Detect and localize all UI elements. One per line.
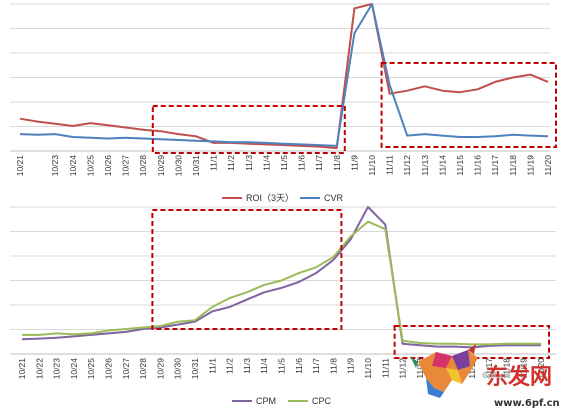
x-tick-label: 11/9 bbox=[349, 155, 359, 171]
x-tick-label: 11/2 bbox=[226, 155, 236, 171]
site-watermark-logo: 东发网 www.6pf.cn 6pf.cn bbox=[410, 344, 560, 409]
x-tick-label: 11/6 bbox=[294, 358, 304, 374]
x-tick-label: 11/3 bbox=[244, 155, 254, 171]
x-tick-label: 11/13 bbox=[420, 155, 430, 176]
x-tick-label: 11/18 bbox=[508, 155, 518, 176]
x-tick-label: 10/28 bbox=[138, 358, 148, 380]
x-tick-label: 11/12 bbox=[402, 155, 412, 176]
cpm-cpc-chart: 10/21 10/22 10/23 10/24 10/25 10/26 10/27 10/28… bbox=[10, 206, 556, 406]
chart1-series-lines bbox=[19, 3, 549, 150]
x-tick-label: 11/18 bbox=[501, 358, 511, 379]
x-tick-label: 11/11 bbox=[385, 155, 395, 175]
x-tick-label: 10/28 bbox=[138, 155, 148, 177]
x-tick-label: 10/30 bbox=[173, 358, 183, 380]
x-tick-label: 11/1 bbox=[209, 155, 219, 171]
x-tick-label: 11/15 bbox=[455, 155, 465, 176]
x-tick-label: 10/24 bbox=[69, 358, 79, 380]
roi-cvr-chart: 10/21 10/23 10/24 10/25 10/26 10/27 10/28 10/29… bbox=[10, 3, 557, 203]
x-tick-label: 11/9 bbox=[346, 358, 356, 374]
chart2-highlight-boxes bbox=[151, 209, 550, 359]
x-tick-label: 11/5 bbox=[277, 358, 287, 374]
x-tick-label: 10/22 bbox=[34, 358, 44, 380]
chart1-gridlines bbox=[10, 3, 550, 152]
highlight-box bbox=[151, 105, 346, 154]
legend-label-cpc: CPC bbox=[312, 396, 332, 406]
x-tick-label: 11/2 bbox=[225, 358, 235, 374]
x-tick-label: 10/26 bbox=[104, 358, 114, 380]
legend-label-roi: ROI（3天） bbox=[246, 193, 294, 203]
x-tick-label: 11/10 bbox=[367, 155, 377, 176]
x-tick-label: 10/27 bbox=[121, 155, 131, 177]
x-tick-label: 11/12 bbox=[398, 358, 408, 379]
chart2-legend: CPM CPC bbox=[232, 396, 332, 406]
x-tick-label: 11/8 bbox=[332, 155, 342, 171]
x-tick-label: 10/26 bbox=[103, 155, 113, 177]
x-tick-label: 11/20 bbox=[543, 155, 553, 176]
chart2-gridlines bbox=[10, 206, 556, 355]
x-tick-label: 10/29 bbox=[155, 358, 165, 380]
chart1-highlight-boxes bbox=[151, 62, 557, 154]
x-tick-label: 11/8 bbox=[328, 358, 338, 374]
x-tick-label: 11/17 bbox=[490, 155, 500, 176]
watermark-url: www.6pf.cn bbox=[494, 398, 560, 409]
series-line-roi bbox=[19, 3, 549, 150]
x-tick-label: 11/5 bbox=[279, 155, 289, 171]
watermark-faint: 6pf.cn bbox=[482, 371, 510, 380]
x-tick-label: 10/30 bbox=[173, 155, 183, 177]
x-tick-label: 10/24 bbox=[68, 155, 78, 177]
x-tick-label: 10/29 bbox=[156, 155, 166, 177]
x-tick-label: 11/19 bbox=[525, 155, 535, 176]
chart2-series-lines bbox=[21, 206, 541, 349]
chart1-x-tick-labels: 10/21 10/23 10/24 10/25 10/26 10/27 10/28 10/29… bbox=[15, 155, 553, 177]
x-tick-label: 11/14 bbox=[437, 155, 447, 176]
x-tick-label: 11/17 bbox=[484, 358, 494, 379]
series-line-cpm bbox=[21, 206, 541, 349]
x-tick-label: 11/10 bbox=[363, 358, 373, 379]
highlight-box bbox=[151, 209, 343, 330]
x-tick-label: 11/20 bbox=[536, 358, 546, 379]
highlight-box bbox=[393, 325, 550, 359]
x-tick-label: 10/21 bbox=[15, 155, 25, 177]
x-tick-label: 10/27 bbox=[121, 358, 131, 380]
x-tick-label: 10/25 bbox=[85, 155, 95, 177]
x-tick-label: 11/11 bbox=[380, 358, 390, 378]
x-tick-label: 11/6 bbox=[297, 155, 307, 171]
x-tick-label: 11/7 bbox=[314, 155, 324, 171]
series-line-cvr bbox=[19, 3, 549, 147]
x-tick-label: 10/31 bbox=[190, 358, 200, 380]
x-tick-label: 10/23 bbox=[50, 155, 60, 177]
legend-label-cvr: CVR bbox=[324, 193, 344, 203]
x-tick-label: 11/19 bbox=[519, 358, 529, 379]
x-tick-label: 10/31 bbox=[191, 155, 201, 177]
bull-logo-icon bbox=[410, 344, 478, 398]
x-tick-label: 11/3 bbox=[242, 358, 252, 374]
x-tick-label: 11/1 bbox=[207, 358, 217, 374]
series-line-cpc bbox=[22, 220, 541, 346]
highlight-box bbox=[380, 62, 557, 148]
watermark-brand: 东发网 bbox=[486, 364, 552, 390]
x-tick-label: 10/25 bbox=[86, 358, 96, 380]
legend-label-cpm: CPM bbox=[256, 396, 276, 406]
chart1-legend: ROI（3天） CVR bbox=[222, 193, 344, 203]
x-tick-label: 11/4 bbox=[259, 358, 269, 374]
x-tick-label: 10/21 bbox=[17, 358, 27, 380]
x-tick-label: 11/13 bbox=[415, 358, 425, 379]
x-tick-label: 11/7 bbox=[311, 358, 321, 374]
x-tick-label: 10/23 bbox=[52, 358, 62, 380]
x-tick-label: 11/16 bbox=[473, 155, 483, 176]
x-tick-label: 11/4 bbox=[261, 155, 271, 171]
